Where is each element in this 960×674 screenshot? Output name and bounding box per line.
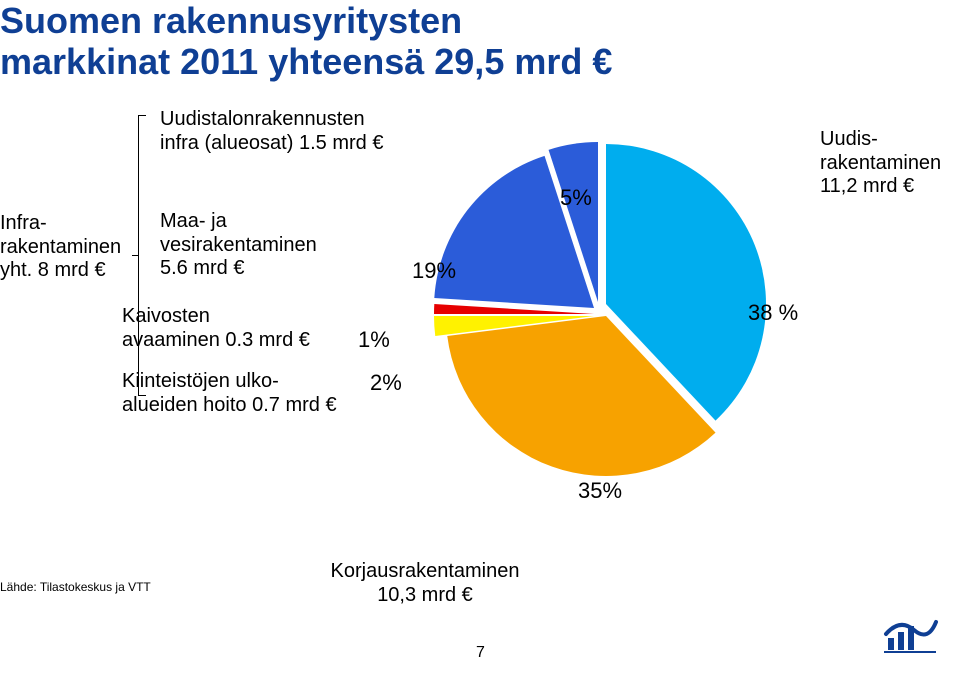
- right-l3: 11,2 mrd €: [820, 175, 914, 197]
- kiint-l1: Kiinteistöjen ulko-: [122, 370, 279, 392]
- maa-vesi-label: Maa- ja vesirakentaminen 5.6 mrd €: [160, 210, 317, 281]
- infra-group-label: Infra- rakentaminen yht. 8 mrd €: [0, 212, 121, 283]
- pct-35: 35%: [578, 478, 622, 504]
- kaivos-label: Kaivosten avaaminen 0.3 mrd €: [122, 305, 310, 352]
- kaivos-l2: avaaminen 0.3 mrd €: [122, 329, 310, 351]
- pct-38: 38 %: [748, 300, 798, 326]
- uudis-infra-l1: Uudistalonrakennusten: [160, 108, 365, 130]
- maa-l2: vesirakentaminen: [160, 234, 317, 256]
- pct-5: 5%: [560, 185, 592, 211]
- pct-2: 2%: [370, 370, 402, 396]
- infra-l1: Infra-: [0, 212, 47, 234]
- page-number: 7: [476, 644, 485, 662]
- infra-l3: yht. 8 mrd €: [0, 259, 106, 281]
- korjaus-label: Korjausrakentaminen 10,3 mrd €: [305, 560, 545, 607]
- bottom-l1: Korjausrakentaminen: [331, 560, 520, 582]
- maa-l3: 5.6 mrd €: [160, 257, 244, 279]
- uudisrakentaminen-label: Uudis- rakentaminen 11,2 mrd €: [820, 128, 941, 199]
- right-l1: Uudis-: [820, 128, 878, 150]
- kaivos-l1: Kaivosten: [122, 305, 210, 327]
- logo-icon: [880, 616, 940, 656]
- maa-l1: Maa- ja: [160, 210, 227, 232]
- kiint-l2: alueiden hoito 0.7 mrd €: [122, 394, 337, 416]
- kiint-label: Kiinteistöjen ulko- alueiden hoito 0.7 m…: [122, 370, 337, 417]
- pct-1: 1%: [358, 327, 390, 353]
- infra-l2: rakentaminen: [0, 236, 121, 258]
- uudis-infra-label: Uudistalonrakennusten infra (alueosat) 1…: [160, 108, 383, 155]
- uudis-infra-l2: infra (alueosat) 1.5 mrd €: [160, 132, 383, 154]
- left-bracket: [132, 115, 146, 395]
- pct-19: 19%: [412, 258, 456, 284]
- bottom-l2: 10,3 mrd €: [377, 584, 473, 606]
- right-l2: rakentaminen: [820, 152, 941, 174]
- source-text: Lähde: Tilastokeskus ja VTT: [0, 580, 151, 594]
